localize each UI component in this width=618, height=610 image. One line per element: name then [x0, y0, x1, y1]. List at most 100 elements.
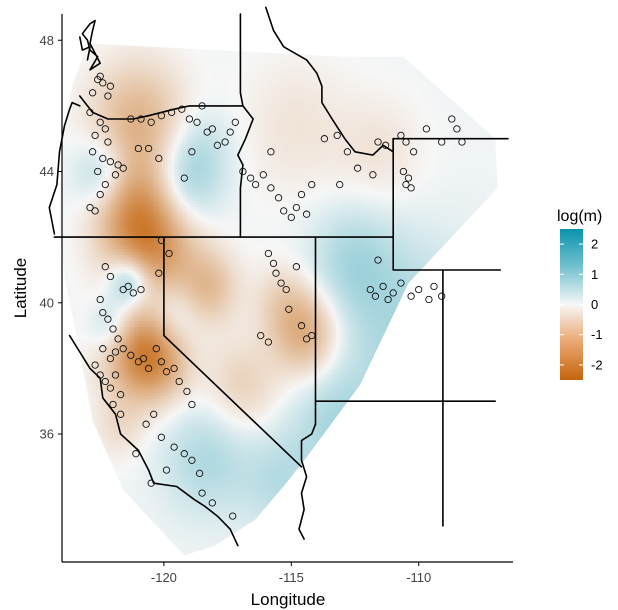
sample-point — [106, 158, 115, 166]
sample-point — [208, 499, 216, 507]
sample-point — [374, 256, 382, 264]
sample-point — [94, 167, 102, 176]
sample-point — [106, 354, 115, 363]
sample-point — [188, 456, 196, 464]
x-tick-label: -120 — [151, 570, 177, 585]
sample-point — [438, 292, 446, 300]
sample-point — [458, 138, 466, 146]
sample-point — [251, 180, 260, 189]
sample-point — [99, 308, 107, 317]
sample-point — [170, 364, 178, 373]
sample-point — [379, 282, 387, 291]
sample-point — [180, 450, 188, 458]
border-wa-or — [79, 95, 244, 120]
sample-point — [175, 377, 183, 386]
x-tick-label: -115 — [279, 570, 304, 585]
sample-point — [88, 148, 97, 156]
sample-point — [269, 259, 278, 268]
sample-point — [96, 371, 104, 379]
sample-point — [277, 279, 285, 287]
sample-point — [99, 79, 107, 87]
sample-point — [99, 345, 107, 353]
sample-point — [343, 148, 352, 156]
sample-point — [285, 305, 293, 313]
sample-point — [167, 108, 176, 117]
sample-point — [239, 167, 247, 176]
sample-point — [208, 125, 216, 133]
sample-point — [366, 285, 374, 294]
sample-point — [257, 331, 265, 340]
sample-point — [116, 410, 125, 418]
legend-title: log(m) — [557, 208, 602, 225]
sample-point — [137, 115, 145, 123]
sample-point — [111, 371, 120, 379]
legend-tick-label: 1 — [591, 267, 598, 282]
sample-point — [180, 174, 188, 182]
sample-point — [142, 420, 150, 428]
sample-point — [183, 387, 191, 396]
sample-point — [116, 390, 125, 399]
sample-point — [99, 154, 107, 163]
border-id-mt — [264, 6, 395, 156]
y-tick-label: 44 — [40, 164, 54, 179]
sample-point — [91, 207, 99, 215]
sample-point — [157, 358, 166, 366]
sample-point — [101, 125, 109, 133]
sample-point — [353, 164, 362, 172]
sample-point — [402, 180, 410, 189]
sample-point — [155, 154, 163, 163]
border-ca-nv — [163, 236, 303, 468]
sample-point — [221, 138, 229, 146]
sample-point — [165, 249, 173, 258]
sample-point — [384, 295, 392, 304]
legend-tick-label: 0 — [591, 297, 598, 312]
sample-point — [264, 338, 273, 346]
sample-point — [150, 410, 158, 418]
sample-point — [292, 203, 301, 212]
sample-point — [402, 138, 410, 146]
sample-point — [193, 118, 201, 126]
sample-point — [203, 128, 211, 136]
sample-point — [272, 269, 280, 277]
coastline-california — [68, 334, 239, 547]
x-axis-title: Longitude — [251, 590, 326, 609]
sample-point — [308, 180, 316, 189]
sample-point — [267, 148, 275, 156]
sample-point — [114, 335, 122, 343]
sample-point — [91, 131, 99, 140]
sample-point — [397, 131, 405, 140]
sample-point — [185, 115, 194, 123]
sample-point — [297, 190, 306, 199]
y-axis-title: Latitude — [11, 258, 30, 319]
legend-tick-label: -2 — [591, 357, 603, 372]
sample-point — [96, 72, 104, 80]
sample-point — [448, 115, 456, 123]
sample-point — [119, 285, 127, 294]
sample-point — [104, 138, 112, 146]
sample-point — [438, 138, 446, 146]
sample-point — [287, 213, 295, 222]
sample-point — [144, 364, 153, 373]
coastline-washington — [81, 19, 101, 71]
sample-point — [213, 141, 222, 149]
sample-point — [188, 148, 196, 156]
sample-points — [86, 72, 466, 520]
sample-point — [430, 282, 438, 291]
y-tick-label: 48 — [40, 33, 54, 48]
sample-point — [111, 348, 120, 356]
sample-point — [195, 469, 204, 478]
sample-point — [415, 285, 423, 294]
sample-point — [91, 361, 99, 369]
border-wa-id — [239, 13, 244, 107]
sample-point — [226, 128, 234, 136]
sample-point — [129, 289, 137, 297]
sample-point — [147, 479, 155, 487]
sample-point — [407, 292, 415, 300]
sample-point — [259, 171, 267, 179]
sample-point — [144, 144, 153, 153]
sample-point — [371, 292, 380, 300]
sample-point — [297, 322, 306, 330]
sample-point — [147, 118, 155, 126]
sample-point — [104, 92, 112, 100]
